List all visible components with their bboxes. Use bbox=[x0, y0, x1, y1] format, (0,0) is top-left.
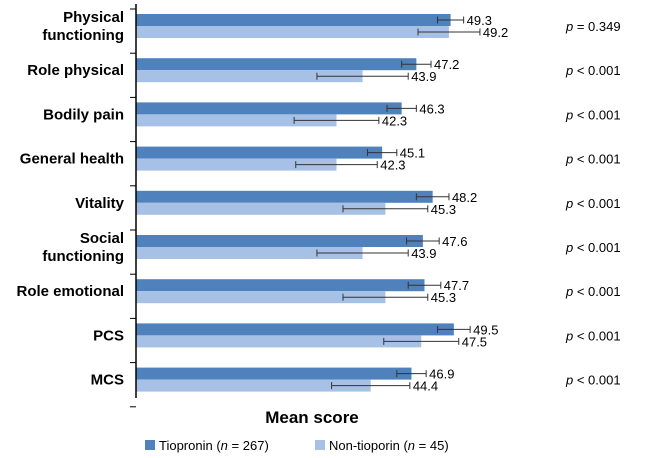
p-symbol: p bbox=[565, 63, 573, 78]
bar bbox=[136, 114, 337, 127]
bar bbox=[136, 202, 386, 215]
category-label: Social functioning bbox=[42, 230, 124, 265]
data-label: 44.4 bbox=[413, 379, 438, 394]
p-rest: < 0.001 bbox=[573, 107, 620, 122]
data-label: 47.5 bbox=[462, 334, 487, 349]
legend-swatch bbox=[315, 440, 325, 450]
data-label: 45.3 bbox=[431, 290, 456, 305]
category-label: Bodily pain bbox=[43, 106, 124, 123]
p-rest: < 0.001 bbox=[573, 196, 620, 211]
bar bbox=[136, 323, 454, 336]
category-label: PCS bbox=[93, 327, 124, 344]
p-symbol: p bbox=[565, 107, 573, 122]
p-symbol: p bbox=[565, 284, 573, 299]
data-label: 49.3 bbox=[467, 13, 492, 28]
p-value: p < 0.001 bbox=[565, 152, 621, 167]
legend-swatch bbox=[145, 440, 155, 450]
category-label: Physical functioning bbox=[42, 9, 124, 44]
legend-entry: Tiopronin (n = 267) bbox=[159, 438, 269, 453]
bar bbox=[136, 235, 423, 247]
p-rest: < 0.001 bbox=[573, 240, 620, 255]
bar bbox=[136, 247, 363, 259]
category-label: Vitality bbox=[75, 195, 125, 212]
legend-series-name: Tiopronin bbox=[159, 438, 213, 453]
category-label: Role emotional bbox=[16, 283, 124, 300]
bar bbox=[136, 158, 337, 171]
p-symbol: p bbox=[565, 328, 573, 343]
p-rest: < 0.001 bbox=[573, 373, 620, 388]
data-label: 47.7 bbox=[444, 278, 469, 293]
plot-area: Physical functioning 49.349.2 p = 0.349 Role… bbox=[16, 8, 621, 408]
data-label: 45.1 bbox=[400, 146, 425, 161]
data-label: 48.2 bbox=[452, 190, 477, 205]
p-value: p < 0.001 bbox=[565, 240, 621, 255]
bar bbox=[136, 70, 363, 83]
n-symbol: n bbox=[221, 438, 228, 453]
p-value: p < 0.001 bbox=[565, 328, 621, 343]
bar bbox=[136, 367, 412, 380]
bar bbox=[136, 146, 383, 159]
category-label: General health bbox=[20, 151, 124, 168]
bar bbox=[136, 58, 417, 71]
p-rest: < 0.001 bbox=[573, 152, 620, 167]
data-label: 46.3 bbox=[419, 101, 444, 116]
legend-n-value: 267 bbox=[243, 438, 265, 453]
n-symbol: n bbox=[408, 438, 415, 453]
bar bbox=[136, 379, 371, 392]
p-symbol: p bbox=[565, 152, 573, 167]
p-value: p < 0.001 bbox=[565, 63, 621, 78]
legend-entry: Non-tioporin (n = 45) bbox=[329, 438, 449, 453]
bar bbox=[136, 14, 451, 26]
p-value: p = 0.349 bbox=[565, 19, 621, 34]
p-rest: < 0.001 bbox=[573, 284, 620, 299]
data-label: 47.2 bbox=[434, 57, 459, 72]
data-label: 49.2 bbox=[483, 25, 508, 40]
bar bbox=[136, 190, 433, 203]
bar bbox=[136, 335, 422, 348]
p-symbol: p bbox=[565, 373, 573, 388]
bar bbox=[136, 26, 449, 38]
data-label: 42.3 bbox=[382, 113, 407, 128]
data-label: 43.9 bbox=[411, 246, 436, 261]
data-label: 43.9 bbox=[411, 69, 436, 84]
p-symbol: p bbox=[565, 196, 573, 211]
p-value: p < 0.001 bbox=[565, 196, 621, 211]
p-rest: < 0.001 bbox=[573, 328, 620, 343]
data-label: 49.5 bbox=[473, 322, 498, 337]
legend: Tiopronin (n = 267) Non-tioporin (n = 45) bbox=[145, 438, 449, 453]
bar bbox=[136, 102, 402, 115]
data-label: 42.3 bbox=[380, 158, 405, 173]
p-value: p < 0.001 bbox=[565, 373, 621, 388]
bar bbox=[136, 279, 425, 292]
p-rest: < 0.001 bbox=[573, 63, 620, 78]
category-label: MCS bbox=[91, 372, 124, 389]
x-axis-label: Mean score bbox=[265, 408, 359, 427]
data-label: 46.9 bbox=[429, 367, 454, 382]
p-rest: = 0.349 bbox=[573, 19, 620, 34]
legend-n-value: 45 bbox=[430, 438, 444, 453]
data-label: 45.3 bbox=[431, 202, 456, 217]
bar bbox=[136, 291, 386, 304]
data-label: 47.6 bbox=[442, 234, 467, 249]
legend-series-name: Non-tioporin bbox=[329, 438, 400, 453]
p-symbol: p bbox=[565, 19, 573, 34]
category-label: Role physical bbox=[27, 62, 124, 79]
p-value: p < 0.001 bbox=[565, 284, 621, 299]
p-symbol: p bbox=[565, 240, 573, 255]
p-value: p < 0.001 bbox=[565, 107, 621, 122]
